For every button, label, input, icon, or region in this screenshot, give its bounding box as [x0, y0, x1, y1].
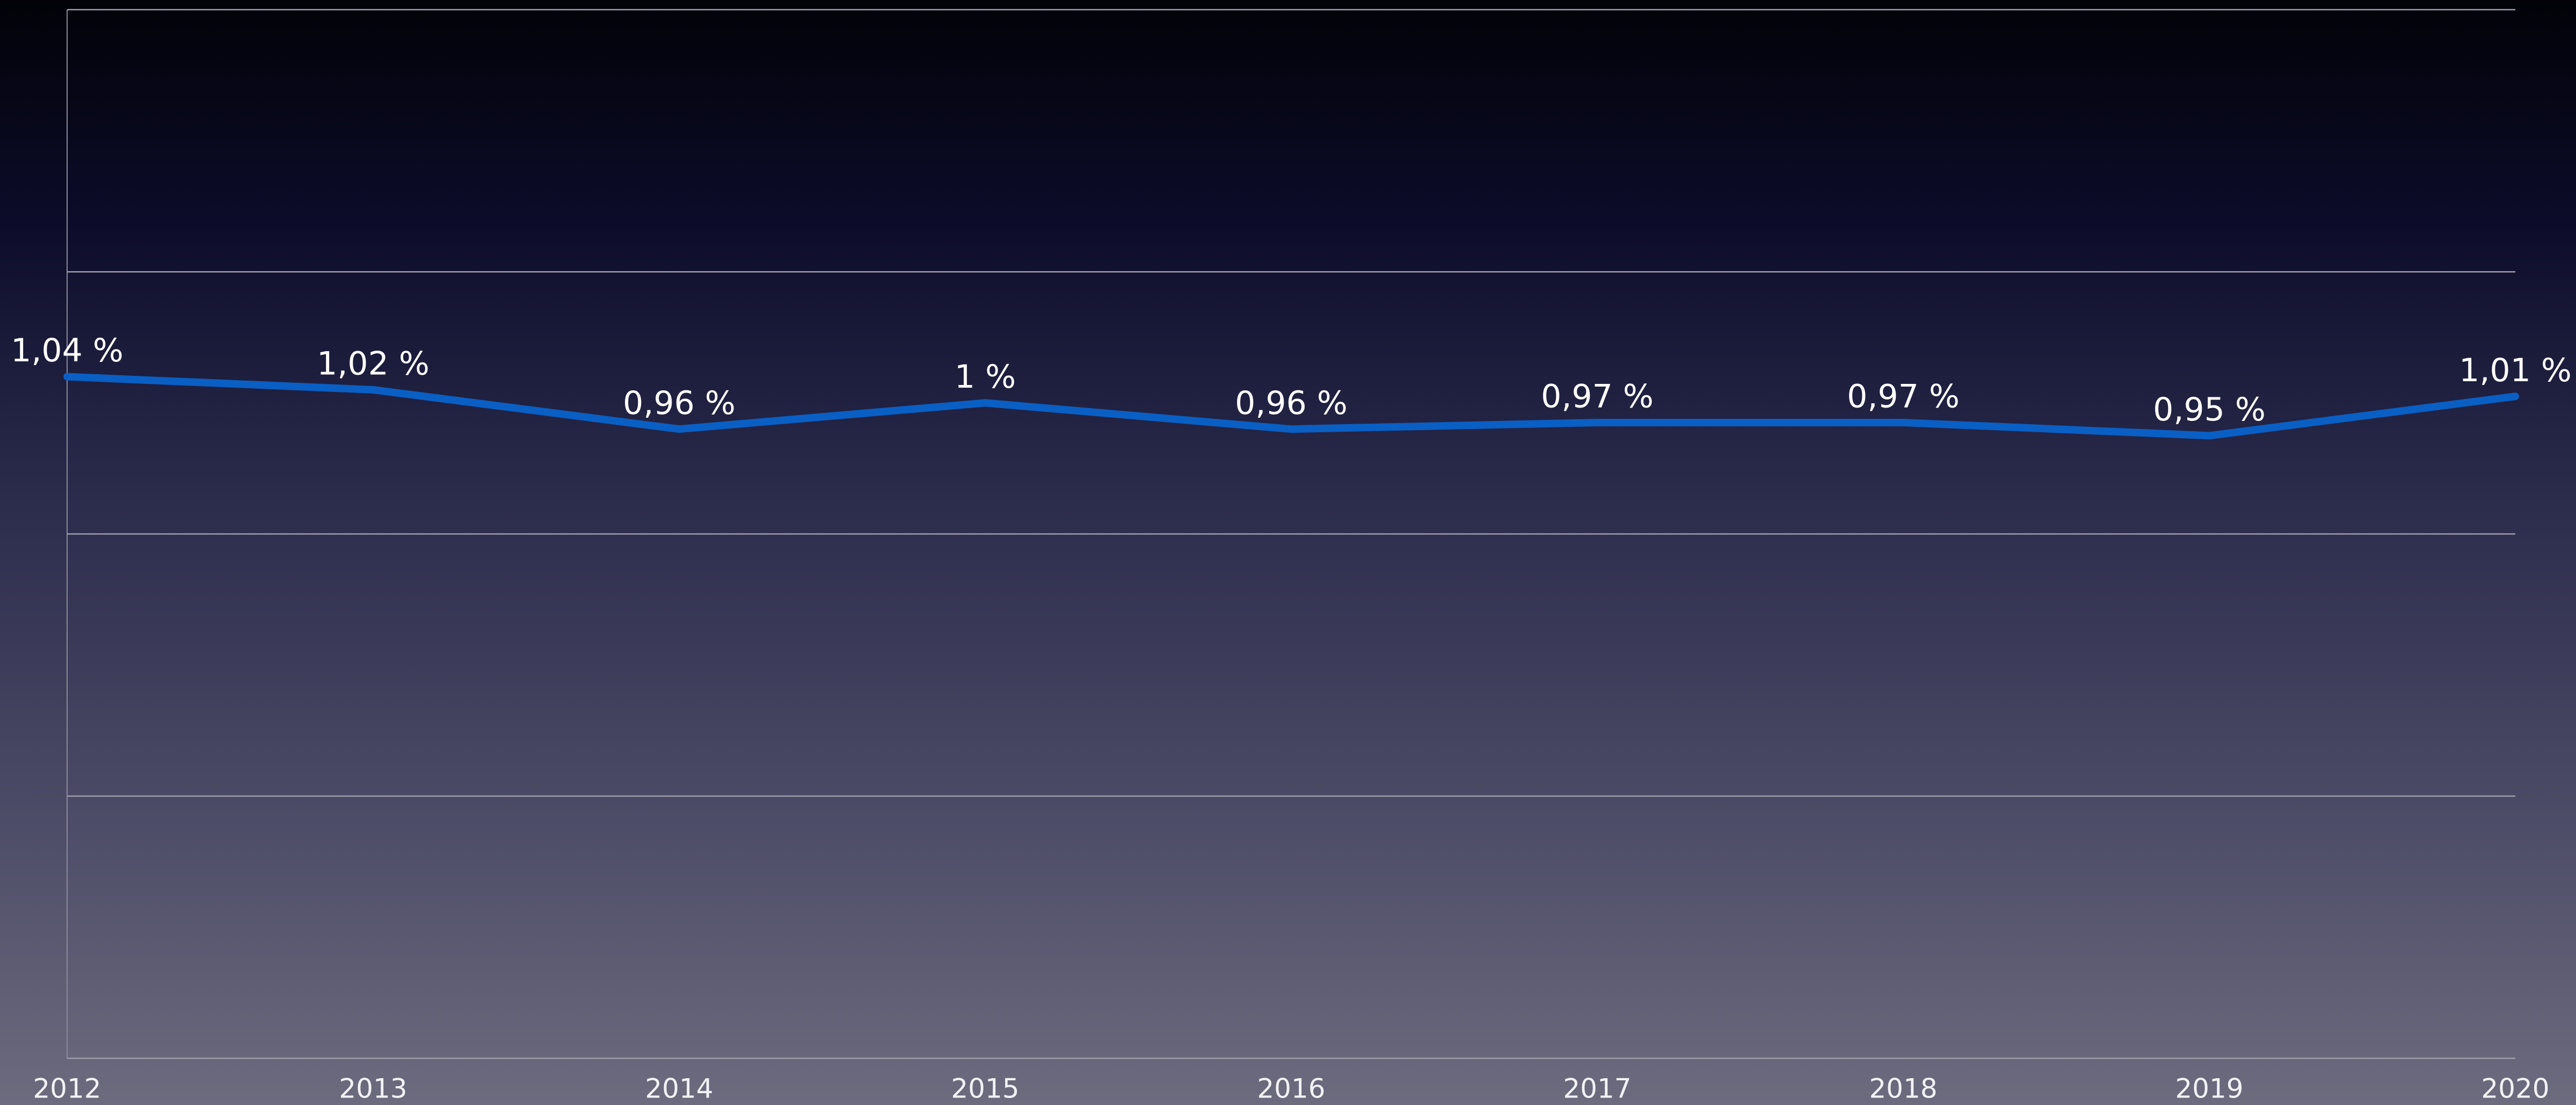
- x-tick-label: 2015: [951, 1073, 1019, 1104]
- data-label: 1 %: [955, 358, 1016, 396]
- data-label: 0,95 %: [2153, 391, 2266, 428]
- data-label: 1,01 %: [2459, 352, 2572, 389]
- data-label: 1,02 %: [317, 345, 430, 383]
- x-tick-label: 2012: [33, 1073, 101, 1104]
- data-label: 0,97 %: [1541, 378, 1654, 416]
- data-label: 0,97 %: [1847, 378, 1960, 416]
- line: [63, 373, 2519, 440]
- x-tick-label: 2013: [339, 1073, 407, 1104]
- data-label: 1,04 %: [11, 332, 123, 369]
- x-tick-label: 2020: [2481, 1073, 2549, 1104]
- data-label: 0,96 %: [623, 384, 736, 422]
- data-label: 0,96 %: [1235, 384, 1348, 422]
- x-tick-label: 2014: [645, 1073, 713, 1104]
- x-tick-label: 2019: [2175, 1073, 2243, 1104]
- x-tick-label: 2017: [1563, 1073, 1631, 1104]
- x-tick-label: 2018: [1869, 1073, 1937, 1104]
- x-tick-label: 2016: [1257, 1073, 1325, 1104]
